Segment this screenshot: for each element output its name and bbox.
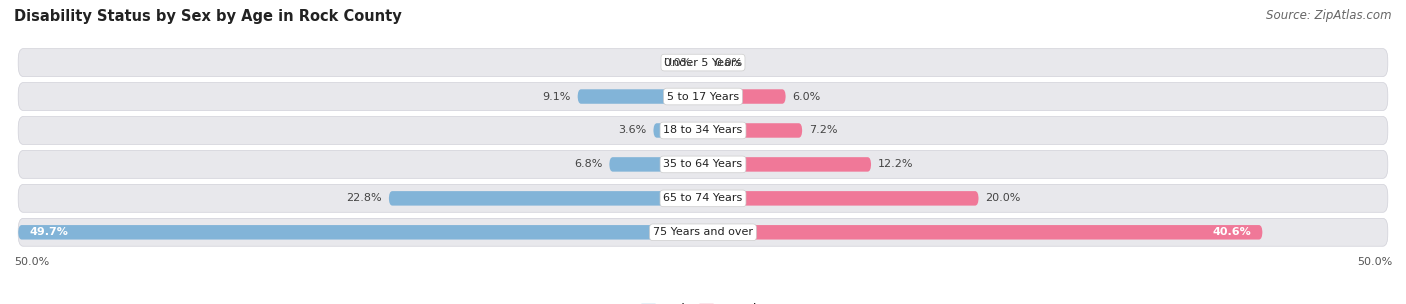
FancyBboxPatch shape — [703, 123, 803, 138]
FancyBboxPatch shape — [18, 116, 1388, 144]
Text: 12.2%: 12.2% — [877, 159, 914, 169]
FancyBboxPatch shape — [703, 225, 1263, 240]
FancyBboxPatch shape — [703, 191, 979, 206]
FancyBboxPatch shape — [18, 49, 1388, 77]
Text: 75 Years and over: 75 Years and over — [652, 227, 754, 237]
Text: 0.0%: 0.0% — [664, 57, 692, 67]
Text: 0.0%: 0.0% — [714, 57, 742, 67]
FancyBboxPatch shape — [609, 157, 703, 172]
FancyBboxPatch shape — [703, 89, 786, 104]
Text: 50.0%: 50.0% — [14, 257, 49, 267]
Text: 9.1%: 9.1% — [543, 92, 571, 102]
Text: 6.8%: 6.8% — [574, 159, 602, 169]
Text: 3.6%: 3.6% — [619, 126, 647, 136]
Text: 20.0%: 20.0% — [986, 193, 1021, 203]
FancyBboxPatch shape — [18, 185, 1388, 212]
Text: 40.6%: 40.6% — [1212, 227, 1251, 237]
FancyBboxPatch shape — [703, 157, 872, 172]
Text: 6.0%: 6.0% — [793, 92, 821, 102]
FancyBboxPatch shape — [18, 225, 703, 240]
FancyBboxPatch shape — [18, 83, 1388, 110]
Text: 49.7%: 49.7% — [30, 227, 67, 237]
Text: Disability Status by Sex by Age in Rock County: Disability Status by Sex by Age in Rock … — [14, 9, 402, 24]
Text: Under 5 Years: Under 5 Years — [665, 57, 741, 67]
Text: 5 to 17 Years: 5 to 17 Years — [666, 92, 740, 102]
Text: 50.0%: 50.0% — [1357, 257, 1392, 267]
Text: 22.8%: 22.8% — [346, 193, 382, 203]
FancyBboxPatch shape — [389, 191, 703, 206]
FancyBboxPatch shape — [654, 123, 703, 138]
FancyBboxPatch shape — [18, 218, 1388, 246]
FancyBboxPatch shape — [703, 55, 709, 70]
FancyBboxPatch shape — [697, 55, 703, 70]
FancyBboxPatch shape — [578, 89, 703, 104]
Text: 18 to 34 Years: 18 to 34 Years — [664, 126, 742, 136]
FancyBboxPatch shape — [18, 150, 1388, 178]
Text: 7.2%: 7.2% — [808, 126, 838, 136]
Legend: Male, Female: Male, Female — [637, 298, 769, 304]
Text: 35 to 64 Years: 35 to 64 Years — [664, 159, 742, 169]
Text: 65 to 74 Years: 65 to 74 Years — [664, 193, 742, 203]
Text: Source: ZipAtlas.com: Source: ZipAtlas.com — [1267, 9, 1392, 22]
